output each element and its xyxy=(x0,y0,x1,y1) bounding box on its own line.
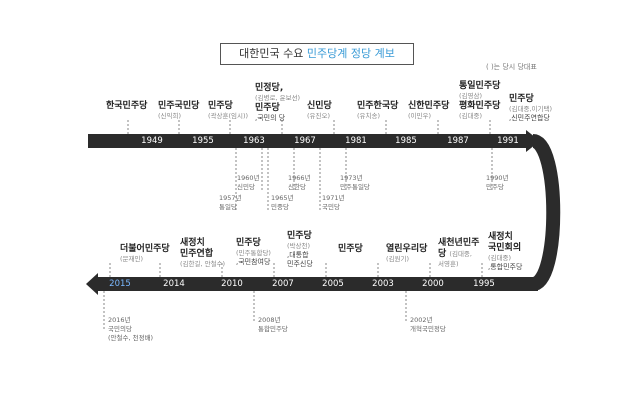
year-top-8: 1991 xyxy=(497,136,519,146)
party-together-democratic: 더불어민주당 (문재인) xyxy=(120,244,170,263)
party-democratic-2007: 민주당 (박상천) ,대통합 민주신당 xyxy=(287,231,313,268)
year-bottom-2: 2014 xyxy=(163,279,185,289)
party-merger-note: ,신민주연합당 xyxy=(509,114,550,122)
party-korea-democratic: 한국민주당 xyxy=(106,101,148,111)
note-1965: 1965년 민중당 xyxy=(271,194,294,211)
party-merger-note: ,국민의 당 xyxy=(255,114,286,122)
party-leader: (유진오) xyxy=(307,112,331,120)
party-leader: 서영훈) xyxy=(438,260,459,268)
note-1966: 1966년 신한당 xyxy=(288,174,311,191)
party-npad: 새정치 민주연합 (김한길, 안철수) xyxy=(180,238,226,268)
party-democratic-2010: 민주당 (민주통합당) ,국민참여당 xyxy=(236,238,271,266)
party-merger-note: ,국민참여당 xyxy=(236,258,271,266)
party-leader: (곽상훈(임시)) xyxy=(208,112,249,120)
party-leader: (김원기) xyxy=(386,255,410,263)
party-civil-rule: 민정당, (김병로, 윤보선) 민주당 ,국민의 당 xyxy=(255,83,301,122)
note-1960: 1960년 신민당 xyxy=(237,174,260,191)
party-merger-note: ,통합민주당 xyxy=(488,263,523,271)
party-leader: (김대중) xyxy=(459,112,483,120)
party-democratic-1955: 민주당 (곽상훈(임시)) xyxy=(208,101,249,120)
year-bottom-5: 2005 xyxy=(322,279,344,289)
note-2016: 2016년 국민의당 (안철수, 천정배) xyxy=(108,316,154,342)
party-merger-note: ,대통합 xyxy=(287,251,309,259)
note-1973: 1973년 민주통일당 xyxy=(340,174,370,191)
year-bottom-3: 2010 xyxy=(221,279,243,289)
party-millennium-democratic: 새천년민주 당 (김대중, 서영훈) xyxy=(438,238,480,268)
party-leader: (김병로, 윤보선) xyxy=(255,94,301,102)
party-merger-note: 민주신당 xyxy=(287,260,313,268)
year-top-5: 1981 xyxy=(345,136,367,146)
party-democratic-1991: 민주당 (김대중,이기택) ,신민주연합당 xyxy=(509,94,553,122)
party-leader: (신익희) xyxy=(158,112,182,120)
party-leader: (김영삼) xyxy=(459,92,483,100)
party-leader: (김대중,이기택) xyxy=(509,105,553,113)
year-top-3: 1963 xyxy=(243,136,265,146)
bottom-timeline-bar xyxy=(98,277,538,291)
party-leader: (김대중, xyxy=(449,250,472,258)
title-accent: 민주당계 정당 계보 xyxy=(306,47,395,60)
party-democratic-1963: 민주당 xyxy=(255,103,280,113)
legend-note: ( )는 당시 당대표 xyxy=(486,63,537,71)
year-bottom-4: 2007 xyxy=(272,279,294,289)
timeline-curve xyxy=(530,134,561,291)
party-uri: 열린우리당 (김원기) xyxy=(386,244,428,263)
party-leader: (박상천) xyxy=(287,242,311,250)
year-top-1: 1949 xyxy=(141,136,163,146)
year-top-6: 1985 xyxy=(395,136,417,146)
party-democratic-korea: 민주한국당 (유치송) xyxy=(357,101,399,120)
note-1990: 1990년 민주당 xyxy=(486,174,509,191)
party-democratic-national: 민주국민당 (신익희) xyxy=(158,101,200,120)
party-leader: (이민우) xyxy=(408,112,432,120)
bottom-arrow-head xyxy=(86,273,98,295)
title-prefix: 대한민국 수요 xyxy=(239,47,307,60)
year-bottom-7: 2000 xyxy=(422,279,444,289)
party-new-korea-democratic: 신한민주당 (이민우) xyxy=(408,101,450,120)
party-reunification-democratic: 통일민주당 (김영삼) 평화민주당 (김대중) xyxy=(459,81,501,120)
party-new-democratic: 신민당 (유진오) xyxy=(307,101,332,120)
note-1957: 1957년 통일당 xyxy=(219,194,242,211)
party-leader: (민주통합당) xyxy=(236,249,271,257)
party-leader: (문재인) xyxy=(120,255,144,263)
party-democratic-2005: 민주당 xyxy=(338,244,363,254)
note-2002: 2002년 개혁국민정당 xyxy=(410,316,446,333)
year-top-2: 1955 xyxy=(192,136,214,146)
note-2008: 2008년 통합민주당 xyxy=(258,316,288,333)
year-top-4: 1967 xyxy=(294,136,316,146)
note-1971: 1971년 국민당 xyxy=(322,194,345,211)
year-bottom-6: 2003 xyxy=(372,279,394,289)
party-peace-democratic: 평화민주당 xyxy=(459,101,501,111)
party-national-congress: 새정치 국민회의 (김대중) ,통합민주당 xyxy=(488,232,523,271)
diagram-title: 대한민국 수요 민주당계 정당 계보 xyxy=(220,43,414,65)
party-leader: (유치송) xyxy=(357,112,381,120)
party-leader: (김대중) xyxy=(488,254,512,262)
year-bottom-8: 1995 xyxy=(473,279,495,289)
year-top-7: 1987 xyxy=(447,136,469,146)
year-bottom-1: 2015 xyxy=(109,279,131,289)
top-timeline-bar xyxy=(88,134,526,148)
party-leader: (김한길, 안철수) xyxy=(180,260,226,268)
